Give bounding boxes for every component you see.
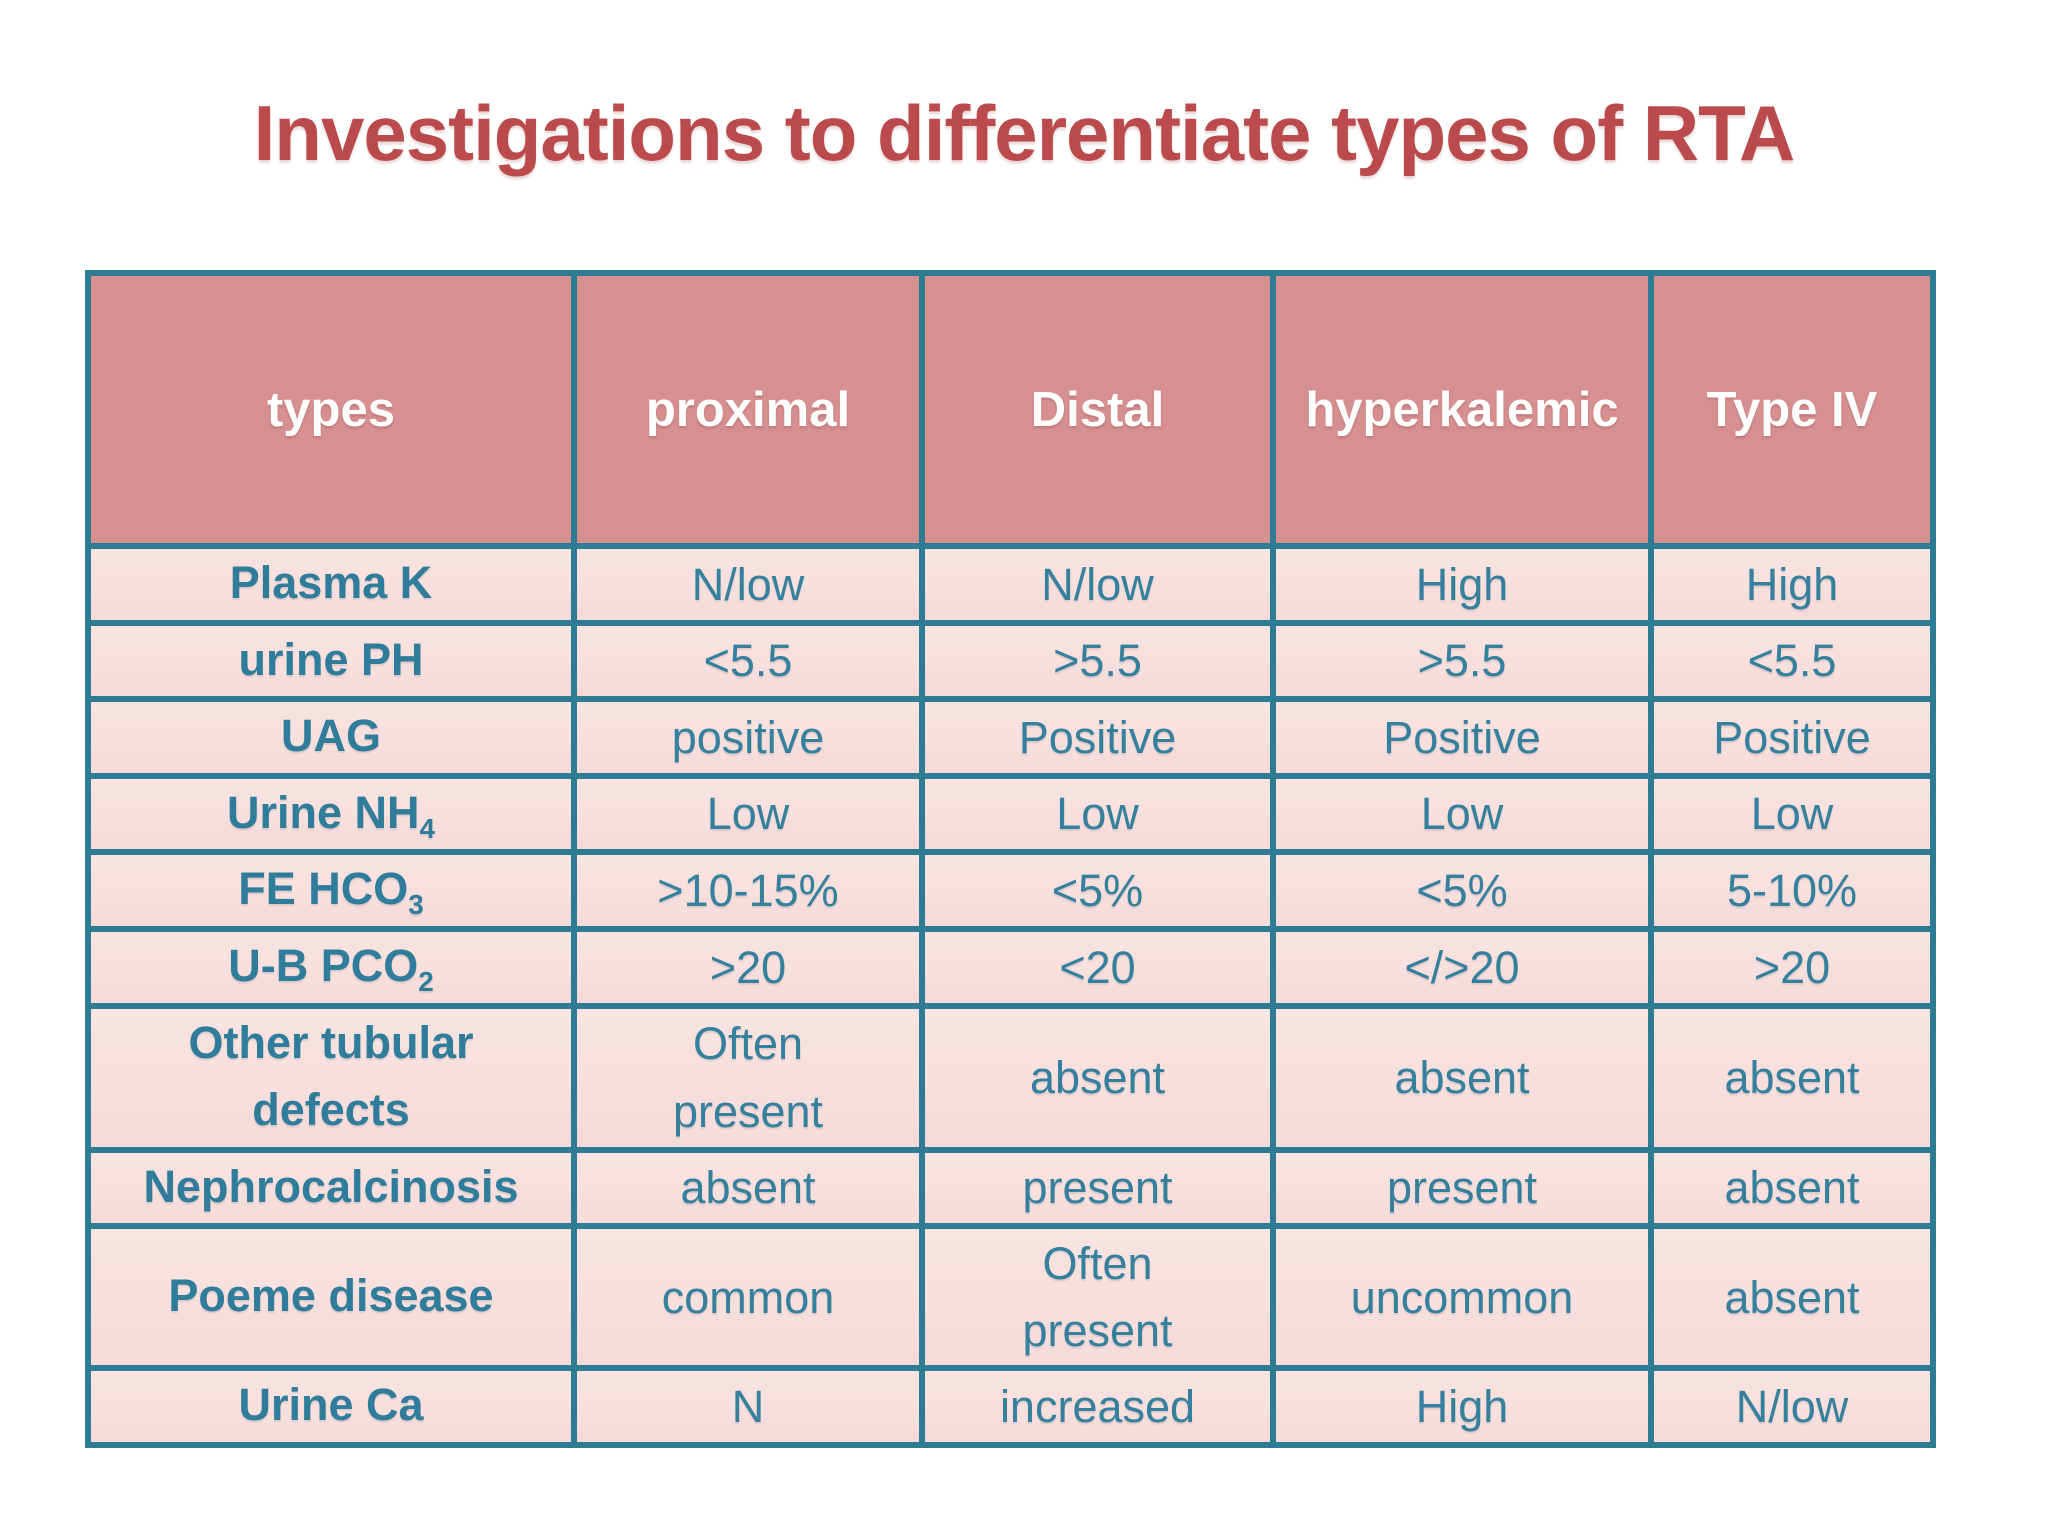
table-row-ub-pco2: U-B PCO2 >20 <20 </>20 >20 xyxy=(85,926,1936,1009)
table-cell: absent xyxy=(1270,1002,1654,1153)
table-row-plasma-k: Plasma K N/low N/low High High xyxy=(85,543,1936,626)
rta-comparison-table: types proximal Distal hyperkalemic Type … xyxy=(85,270,1936,1448)
table-cell: common xyxy=(571,1223,925,1372)
column-header-types: types xyxy=(85,270,577,549)
table-row-urine-ca: Urine Ca N increased High N/low xyxy=(85,1365,1936,1448)
table-row-nephrocalcinosis: Nephrocalcinosis absent present present … xyxy=(85,1146,1936,1230)
table-header-row: types proximal Distal hyperkalemic Type … xyxy=(85,270,1936,549)
table-cell: >5.5 xyxy=(1270,619,1654,703)
table-row-uag: UAG positive Positive Positive Positive xyxy=(85,696,1936,779)
table-cell: Often present xyxy=(571,1002,925,1153)
table-cell: present xyxy=(919,1146,1276,1230)
table-cell: absent xyxy=(1648,1223,1936,1372)
row-label: U-B PCO2 xyxy=(85,926,577,1009)
row-label: urine PH xyxy=(85,619,577,703)
table-cell: >20 xyxy=(571,926,925,1009)
subscript: 2 xyxy=(418,965,434,997)
row-label: Urine NH4 xyxy=(85,772,577,856)
row-label: FE HCO3 xyxy=(85,849,577,933)
table-row-urine-ph: urine PH <5.5 >5.5 >5.5 <5.5 xyxy=(85,619,1936,703)
table-cell: <5% xyxy=(1270,849,1654,933)
column-header-proximal: proximal xyxy=(571,270,925,549)
table-cell: Low xyxy=(1270,772,1654,856)
row-label: Urine Ca xyxy=(85,1365,577,1448)
table-row-poeme-disease: Poeme disease common Often present uncom… xyxy=(85,1223,1936,1372)
column-header-hyperkalemic: hyperkalemic xyxy=(1270,270,1654,549)
table-cell: absent xyxy=(571,1146,925,1230)
table-row-urine-nh4: Urine NH4 Low Low Low Low xyxy=(85,772,1936,856)
table-cell: <20 xyxy=(919,926,1276,1009)
table-cell: Positive xyxy=(919,696,1276,779)
table-cell: Low xyxy=(571,772,925,856)
table-cell: N/low xyxy=(571,543,925,626)
table-cell: 5-10% xyxy=(1648,849,1936,933)
row-label: Poeme disease xyxy=(85,1223,577,1372)
table-cell: High xyxy=(1270,543,1654,626)
row-label: Nephrocalcinosis xyxy=(85,1146,577,1230)
table-cell: increased xyxy=(919,1365,1276,1448)
table-cell: uncommon xyxy=(1270,1223,1654,1372)
table-cell: Low xyxy=(919,772,1276,856)
column-header-distal: Distal xyxy=(919,270,1276,549)
table-cell: positive xyxy=(571,696,925,779)
table-cell: >5.5 xyxy=(919,619,1276,703)
table-cell: Often present xyxy=(919,1223,1276,1372)
page-title: Investigations to differentiate types of… xyxy=(253,89,1796,177)
table-cell: N/low xyxy=(919,543,1276,626)
table-row-fe-hco3: FE HCO3 >10-15% <5% <5% 5-10% xyxy=(85,849,1936,933)
table-cell: <5.5 xyxy=(1648,619,1936,703)
table-cell: Low xyxy=(1648,772,1936,856)
table-cell: Positive xyxy=(1648,696,1936,779)
row-label: UAG xyxy=(85,696,577,779)
table-cell: Positive xyxy=(1270,696,1654,779)
table-row-other-tubular-defects: Other tubular defects Often present abse… xyxy=(85,1002,1936,1153)
row-label: Other tubular defects xyxy=(85,1002,577,1153)
row-label: Plasma K xyxy=(85,543,577,626)
table-cell: >20 xyxy=(1648,926,1936,1009)
subscript: 4 xyxy=(419,812,436,844)
table-cell: </>20 xyxy=(1270,926,1654,1009)
column-header-type-iv: Type IV xyxy=(1648,270,1936,549)
table-cell: absent xyxy=(1648,1002,1936,1153)
table-cell: N/low xyxy=(1648,1365,1936,1448)
table-cell: present xyxy=(1270,1146,1654,1230)
table-cell: <5% xyxy=(919,849,1276,933)
table-cell: >10-15% xyxy=(571,849,925,933)
table-cell: High xyxy=(1648,543,1936,626)
table-cell: N xyxy=(571,1365,925,1448)
table-cell: absent xyxy=(919,1002,1276,1153)
table-cell: <5.5 xyxy=(571,619,925,703)
subscript: 3 xyxy=(408,889,424,921)
table-cell: High xyxy=(1270,1365,1654,1448)
table-cell: absent xyxy=(1648,1146,1936,1230)
